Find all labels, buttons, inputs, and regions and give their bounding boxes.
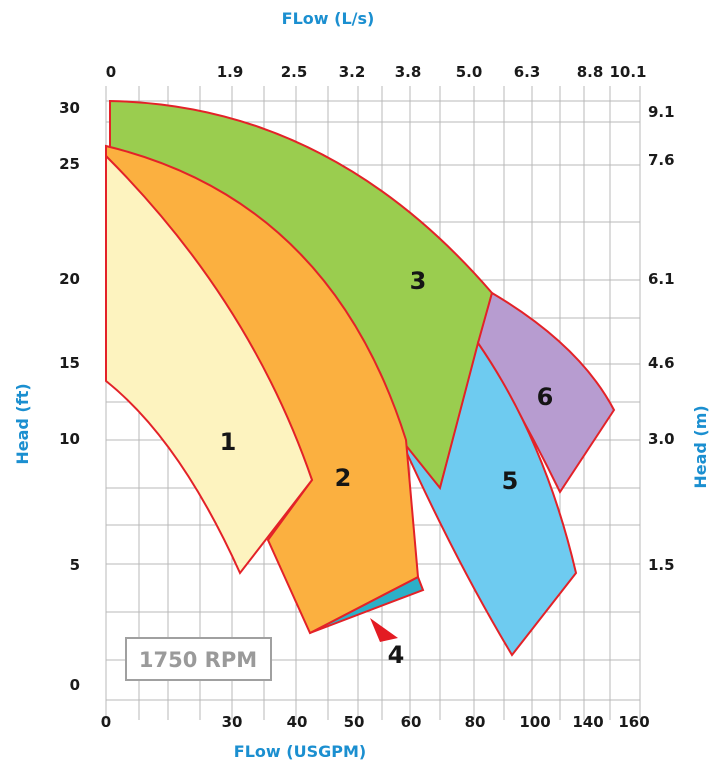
x-top-tick-label: 3.8 (395, 63, 422, 81)
y-left-tick-label: 5 (70, 556, 80, 574)
rpm-box (125, 637, 272, 681)
region-label-5: 5 (502, 467, 519, 495)
x-bottom-tick-label: 50 (344, 713, 365, 731)
y-left-tick-label: 25 (59, 155, 80, 173)
y-right-tick-label: 1.5 (648, 556, 675, 574)
x-bottom-tick-label: 40 (287, 713, 308, 731)
x-top-tick-label: 1.9 (217, 63, 244, 81)
y-right-tick-label: 4.6 (648, 354, 675, 372)
x-bottom-axis-title: FLow (USGPM) (234, 742, 366, 761)
y-left-axis-title: Head (ft) (13, 383, 32, 464)
y-right-tick-label: 3.0 (648, 430, 675, 448)
y-right-tick-label: 6.1 (648, 270, 675, 288)
region-1-fill (105, 153, 314, 575)
y-left-tick-label: 10 (59, 430, 80, 448)
tick-labels: 0 1.9 2.5 3.2 3.8 5.0 6.3 8.8 10.10 30 40 50 60 80 100… (59, 63, 674, 731)
region-5-fill (399, 340, 578, 657)
x-top-tick-label: 0 (106, 63, 116, 81)
rpm-label: 1750 RPM (139, 648, 257, 672)
y-left-tick-label: 15 (59, 354, 80, 372)
y-right-tick-label: 7.6 (648, 151, 675, 169)
region-label-4: 4 (388, 641, 405, 669)
x-top-tick-label: 6.3 (514, 63, 541, 81)
x-bottom-tick-label: 140 (572, 713, 603, 731)
x-top-tick-label: 8.8 (577, 63, 604, 81)
x-bottom-tick-label: 60 (401, 713, 422, 731)
x-bottom-tick-label: 0 (101, 713, 111, 731)
x-bottom-tick-label: 100 (519, 713, 550, 731)
y-right-tick-label: 9.1 (648, 103, 675, 121)
x-top-tick-label: 2.5 (281, 63, 308, 81)
x-top-axis-title: FLow (L/s) (282, 9, 375, 28)
y-left-tick-label: 0 (70, 676, 80, 694)
region-label-2: 2 (335, 464, 352, 492)
x-top-tick-label: 3.2 (339, 63, 366, 81)
region-4-pointer (370, 618, 398, 642)
y-right-axis-title: Head (m) (691, 405, 710, 488)
x-bottom-tick-label: 160 (618, 713, 649, 731)
region-label-1: 1 (220, 428, 237, 456)
x-top-tick-label: 5.0 (456, 63, 483, 81)
x-bottom-tick-label: 30 (222, 713, 243, 731)
region-label-6: 6 (537, 383, 554, 411)
y-left-tick-label: 30 (59, 99, 80, 117)
x-bottom-tick-label: 80 (465, 713, 486, 731)
x-top-tick-label: 10.1 (609, 63, 646, 81)
y-left-tick-label: 20 (59, 270, 80, 288)
region-label-3: 3 (410, 267, 427, 295)
